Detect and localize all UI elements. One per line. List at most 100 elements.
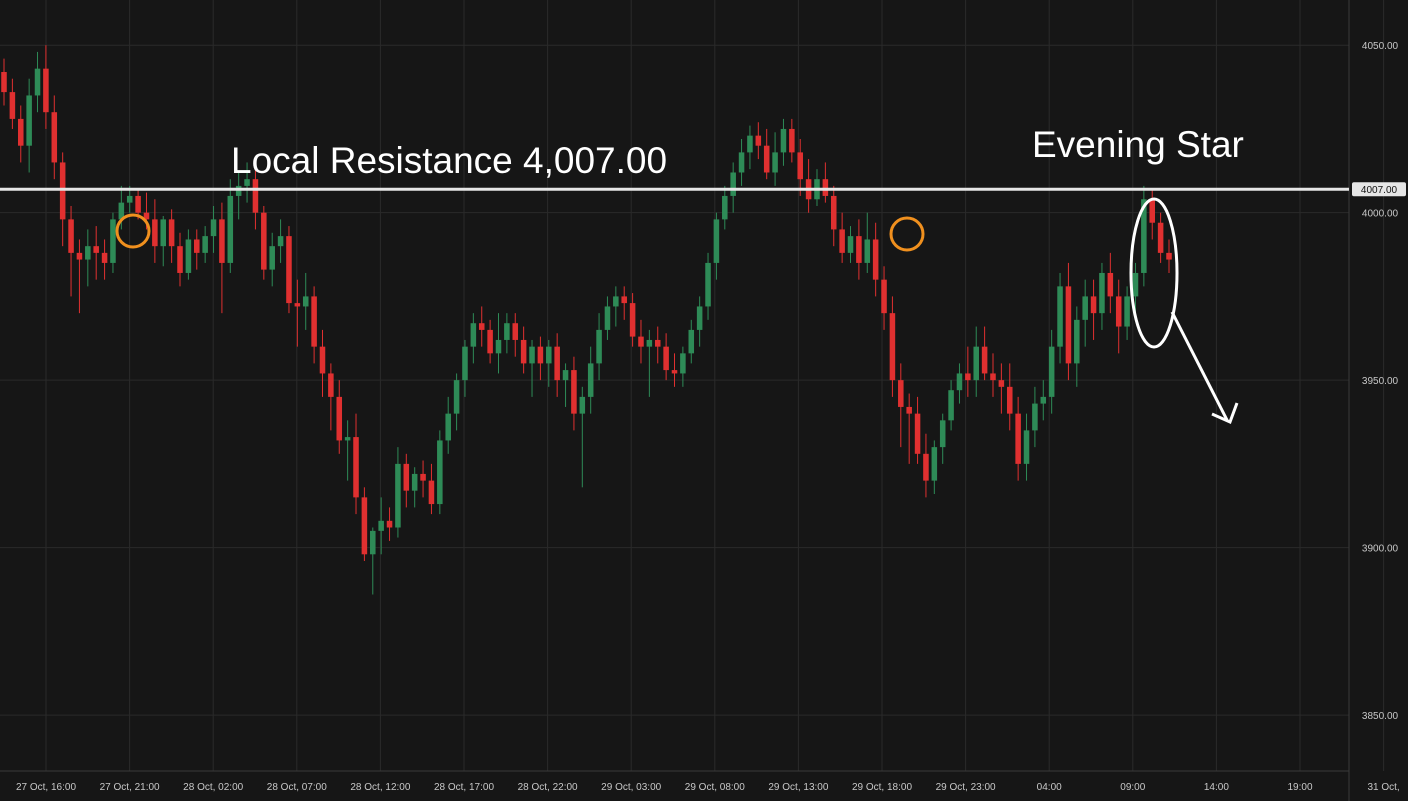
- candle-series: [1, 45, 1172, 595]
- resistance-touch-marker-2: [889, 216, 925, 252]
- candle-body: [261, 212, 267, 270]
- candle-body: [914, 413, 921, 454]
- candle-body: [227, 195, 234, 263]
- candle-body: [512, 323, 519, 340]
- time-tick-label: 14:00: [1204, 782, 1229, 793]
- candle-body: [1015, 413, 1021, 464]
- candle-body: [68, 219, 74, 253]
- candle-body: [604, 306, 611, 330]
- candle-body: [722, 195, 728, 220]
- candle-body: [1082, 296, 1088, 320]
- candle-body: [370, 530, 376, 555]
- candle-body: [478, 323, 485, 330]
- candle-body: [705, 262, 711, 307]
- candle-body: [981, 346, 988, 374]
- candle-body: [252, 179, 259, 213]
- price-tick-label: 4000.00: [1362, 209, 1399, 220]
- candle-body: [1023, 430, 1030, 464]
- candle-body: [931, 447, 938, 481]
- price-tick-label: 3850.00: [1362, 711, 1399, 722]
- candle-body: [185, 239, 192, 273]
- candle-body: [328, 373, 334, 397]
- candle-body: [487, 329, 493, 354]
- candle-body: [629, 303, 636, 337]
- candle-body: [428, 480, 435, 505]
- candle-body: [646, 339, 653, 347]
- candle-body: [537, 346, 544, 364]
- candle-body: [554, 346, 560, 381]
- candle-body: [948, 390, 954, 421]
- candle-body: [990, 373, 996, 381]
- candle-body: [906, 406, 912, 414]
- downtrend-arrow-shaft: [1170, 311, 1229, 421]
- candle-body: [663, 346, 669, 371]
- candle-body: [160, 219, 167, 247]
- candle-body: [319, 346, 326, 374]
- candle-body: [713, 219, 720, 263]
- candle-body: [763, 145, 770, 173]
- candle-body: [302, 296, 309, 307]
- candle-body: [1132, 272, 1139, 297]
- candle-body: [210, 219, 217, 237]
- candle-body: [571, 370, 577, 414]
- candle-body: [898, 380, 904, 407]
- candle-body: [34, 68, 41, 96]
- resistance-annotation: Local Resistance 4,007.00: [231, 140, 667, 181]
- candle-body: [403, 463, 410, 491]
- time-tick-label: 28 Oct, 02:00: [183, 782, 243, 793]
- candle-body: [453, 380, 460, 414]
- candle-body: [881, 279, 887, 314]
- candle-body: [789, 128, 795, 153]
- time-tick-label: 27 Oct, 16:00: [16, 782, 76, 793]
- candle-body: [244, 179, 250, 186]
- candle-body: [504, 323, 510, 340]
- candle-body: [143, 212, 150, 220]
- price-tick-label: 4050.00: [1362, 41, 1399, 52]
- candle-body: [311, 296, 317, 347]
- downtrend-arrow-head: [1211, 402, 1239, 425]
- time-tick-label: 27 Oct, 21:00: [100, 782, 160, 793]
- candle-body: [17, 118, 24, 146]
- candle-body: [822, 179, 829, 196]
- candle-body: [613, 296, 619, 307]
- candle-body: [269, 246, 275, 270]
- candle-body: [1107, 272, 1114, 297]
- candle-body: [235, 185, 242, 196]
- candle-body: [437, 440, 443, 505]
- candle-body: [1006, 386, 1013, 414]
- price-axis[interactable]: 3850.00 3900.00 3950.00 4000.00 4050.00: [1362, 41, 1399, 722]
- time-tick-label: 28 Oct, 07:00: [267, 782, 327, 793]
- candle-body: [830, 195, 837, 230]
- candle-body: [51, 112, 58, 163]
- resistance-touch-marker-1: [115, 213, 151, 249]
- candle-body: [395, 463, 401, 528]
- candle-body: [118, 202, 125, 220]
- candle-body: [420, 473, 426, 481]
- candle-body: [43, 68, 49, 113]
- time-axis[interactable]: 27 Oct, 16:00 27 Oct, 21:00 28 Oct, 02:00 2…: [16, 782, 1400, 793]
- candle-body: [747, 135, 753, 153]
- candle-body: [93, 246, 99, 253]
- candle-body: [386, 520, 393, 528]
- candle-body: [219, 219, 225, 263]
- candle-body: [680, 353, 686, 374]
- candle-body: [59, 162, 66, 220]
- candle-body: [1099, 272, 1105, 314]
- candle-body: [797, 152, 803, 180]
- time-tick-label: 19:00: [1287, 782, 1312, 793]
- time-tick-label: 29 Oct, 18:00: [852, 782, 912, 793]
- time-tick-label: 28 Oct, 22:00: [518, 782, 578, 793]
- time-tick-label: 29 Oct, 23:00: [936, 782, 996, 793]
- candle-body: [755, 135, 762, 146]
- time-tick-label: 04:00: [1037, 782, 1062, 793]
- candle-body: [445, 413, 451, 441]
- candle-body: [470, 323, 477, 347]
- candle-body: [126, 195, 133, 203]
- candle-body: [26, 95, 32, 146]
- time-tick-label: 09:00: [1120, 782, 1145, 793]
- candle-body: [361, 497, 368, 555]
- candle-body: [939, 420, 946, 448]
- time-tick-label: 29 Oct, 13:00: [768, 782, 828, 793]
- candle-body: [872, 239, 879, 280]
